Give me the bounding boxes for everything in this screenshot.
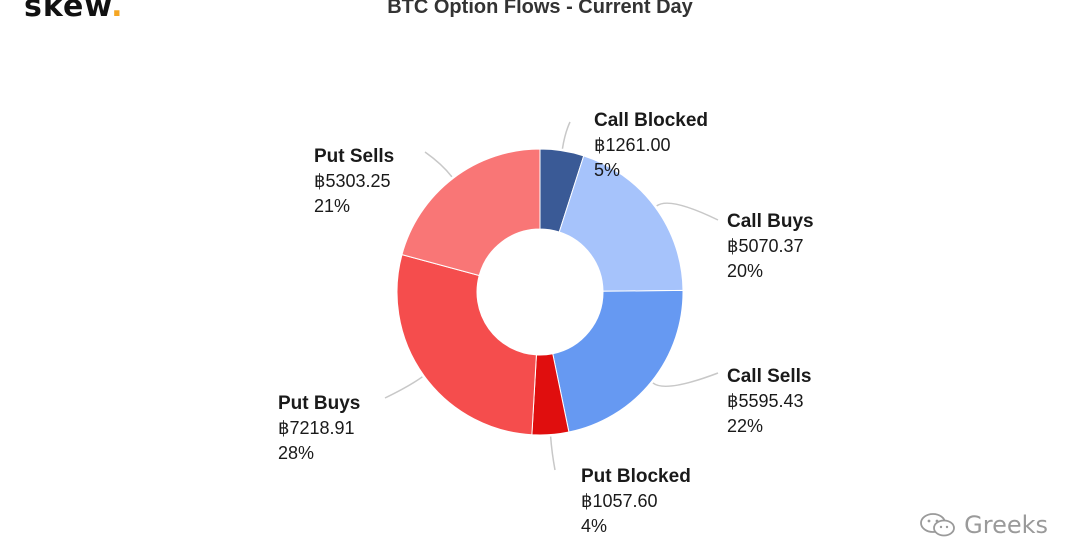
- label-value-call-sells: ฿5595.43: [727, 391, 804, 411]
- label-connectors: [384, 121, 719, 471]
- label-percent-put-sells: 21%: [314, 196, 350, 216]
- watermark-text: Greeks: [964, 511, 1048, 539]
- label-percent-call-blocked: 5%: [594, 160, 620, 180]
- label-name-put-sells: Put Sells: [314, 146, 394, 167]
- label-name-call-buys: Call Buys: [727, 211, 814, 232]
- skew-logo: skew.: [24, 0, 124, 22]
- label-value-call-buys: ฿5070.37: [727, 236, 804, 256]
- connector-put-sells: [424, 151, 453, 178]
- connector-call-sells: [652, 372, 719, 388]
- donut-slices: [396, 148, 684, 436]
- label-name-put-blocked: Put Blocked: [581, 466, 691, 487]
- connector-call-buys: [656, 202, 719, 221]
- label-percent-put-blocked: 4%: [581, 516, 607, 536]
- logo-dot: .: [111, 0, 124, 24]
- logo-text: skew: [24, 0, 112, 24]
- connector-put-buys: [384, 376, 423, 399]
- label-percent-call-sells: 22%: [727, 416, 763, 436]
- label-name-put-buys: Put Buys: [278, 393, 360, 414]
- label-value-call-blocked: ฿1261.00: [594, 135, 671, 155]
- label-percent-put-buys: 28%: [278, 443, 314, 463]
- connector-call-blocked: [561, 121, 571, 149]
- label-name-call-blocked: Call Blocked: [594, 110, 708, 131]
- connector-put-blocked: [549, 436, 556, 471]
- greeks-watermark: Greeks: [918, 511, 1048, 539]
- label-value-put-sells: ฿5303.25: [314, 171, 391, 191]
- label-value-put-blocked: ฿1057.60: [581, 491, 658, 511]
- label-percent-call-buys: 20%: [727, 261, 763, 281]
- slice-call-sells[interactable]: [552, 289, 684, 433]
- slice-put-sells[interactable]: [401, 148, 541, 277]
- wechat-icon: [920, 513, 956, 537]
- chart-title: BTC Option Flows - Current Day: [387, 0, 693, 18]
- label-value-put-buys: ฿7218.91: [278, 418, 355, 438]
- slice-put-buys[interactable]: [396, 254, 537, 436]
- slice-call-buys[interactable]: [558, 155, 684, 292]
- slice-labels: Call Blocked ฿1261.00 5% Call Buys ฿5070.37 2…: [278, 110, 814, 536]
- label-name-call-sells: Call Sells: [727, 366, 812, 387]
